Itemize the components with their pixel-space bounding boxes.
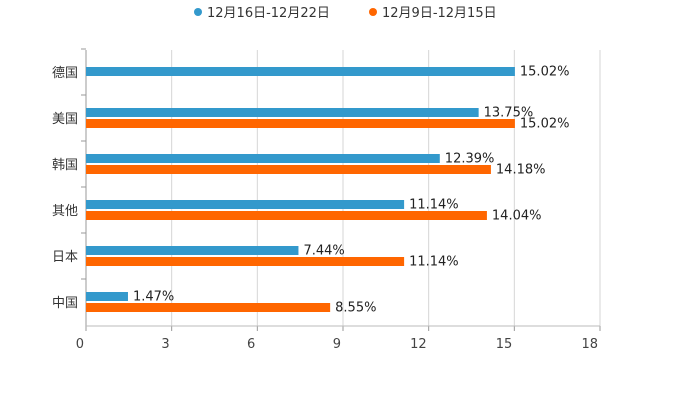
legend-marker-1 bbox=[194, 8, 202, 16]
data-label-series-1: 13.75% bbox=[484, 106, 534, 121]
data-label-series-2: 8.55% bbox=[335, 301, 376, 316]
legend-marker-2 bbox=[369, 8, 377, 16]
grid-layer bbox=[171, 50, 601, 326]
x-tick-label-3: 3 bbox=[161, 337, 169, 352]
category-label: 日本 bbox=[52, 250, 78, 265]
bar-series-1 bbox=[86, 200, 405, 209]
bar-series-2 bbox=[86, 211, 487, 220]
data-label-series-2: 14.04% bbox=[492, 209, 542, 224]
bar-layer bbox=[86, 67, 515, 312]
data-label-series-2: 15.02% bbox=[520, 117, 570, 132]
bar-series-1 bbox=[86, 108, 479, 117]
bar-series-2 bbox=[86, 303, 331, 312]
x-tick-label-0: 0 bbox=[76, 337, 84, 352]
category-label: 德国 bbox=[52, 66, 78, 81]
x-tick-label-18: 18 bbox=[581, 337, 598, 352]
legend: 12月16日-12月22日 12月9日-12月15日 bbox=[194, 6, 497, 21]
data-label-series-1: 7.44% bbox=[303, 244, 344, 259]
bar-series-2 bbox=[86, 165, 491, 174]
category-label: 韩国 bbox=[52, 158, 78, 173]
data-label-series-2: 11.14% bbox=[409, 255, 459, 270]
category-label: 其他 bbox=[52, 204, 78, 219]
category-label: 美国 bbox=[52, 112, 78, 127]
x-tick-label-9: 9 bbox=[333, 337, 341, 352]
legend-label-2: 12月9日-12月15日 bbox=[382, 6, 497, 21]
bar-series-2 bbox=[86, 119, 515, 128]
data-label-series-1: 11.14% bbox=[409, 198, 459, 213]
bar-series-1 bbox=[86, 292, 128, 301]
bar-series-1 bbox=[86, 154, 440, 163]
data-label-series-1: 15.02% bbox=[520, 65, 570, 80]
data-label-series-2: 14.18% bbox=[496, 163, 546, 178]
bar-series-1 bbox=[86, 246, 299, 255]
legend-label-1: 12月16日-12月22日 bbox=[207, 6, 330, 21]
x-tick-label-6: 6 bbox=[247, 337, 255, 352]
x-tick-label-15: 15 bbox=[496, 337, 513, 352]
x-tick-label-12: 12 bbox=[410, 337, 427, 352]
label-layer: 15.02%13.75%12.39%11.14%7.44%1.47%15.02%… bbox=[133, 65, 570, 316]
data-label-series-1: 1.47% bbox=[133, 290, 174, 305]
data-label-series-1: 12.39% bbox=[445, 152, 495, 167]
bar-series-2 bbox=[86, 257, 405, 266]
bar-series-1 bbox=[86, 67, 515, 76]
category-label: 中国 bbox=[52, 296, 78, 311]
